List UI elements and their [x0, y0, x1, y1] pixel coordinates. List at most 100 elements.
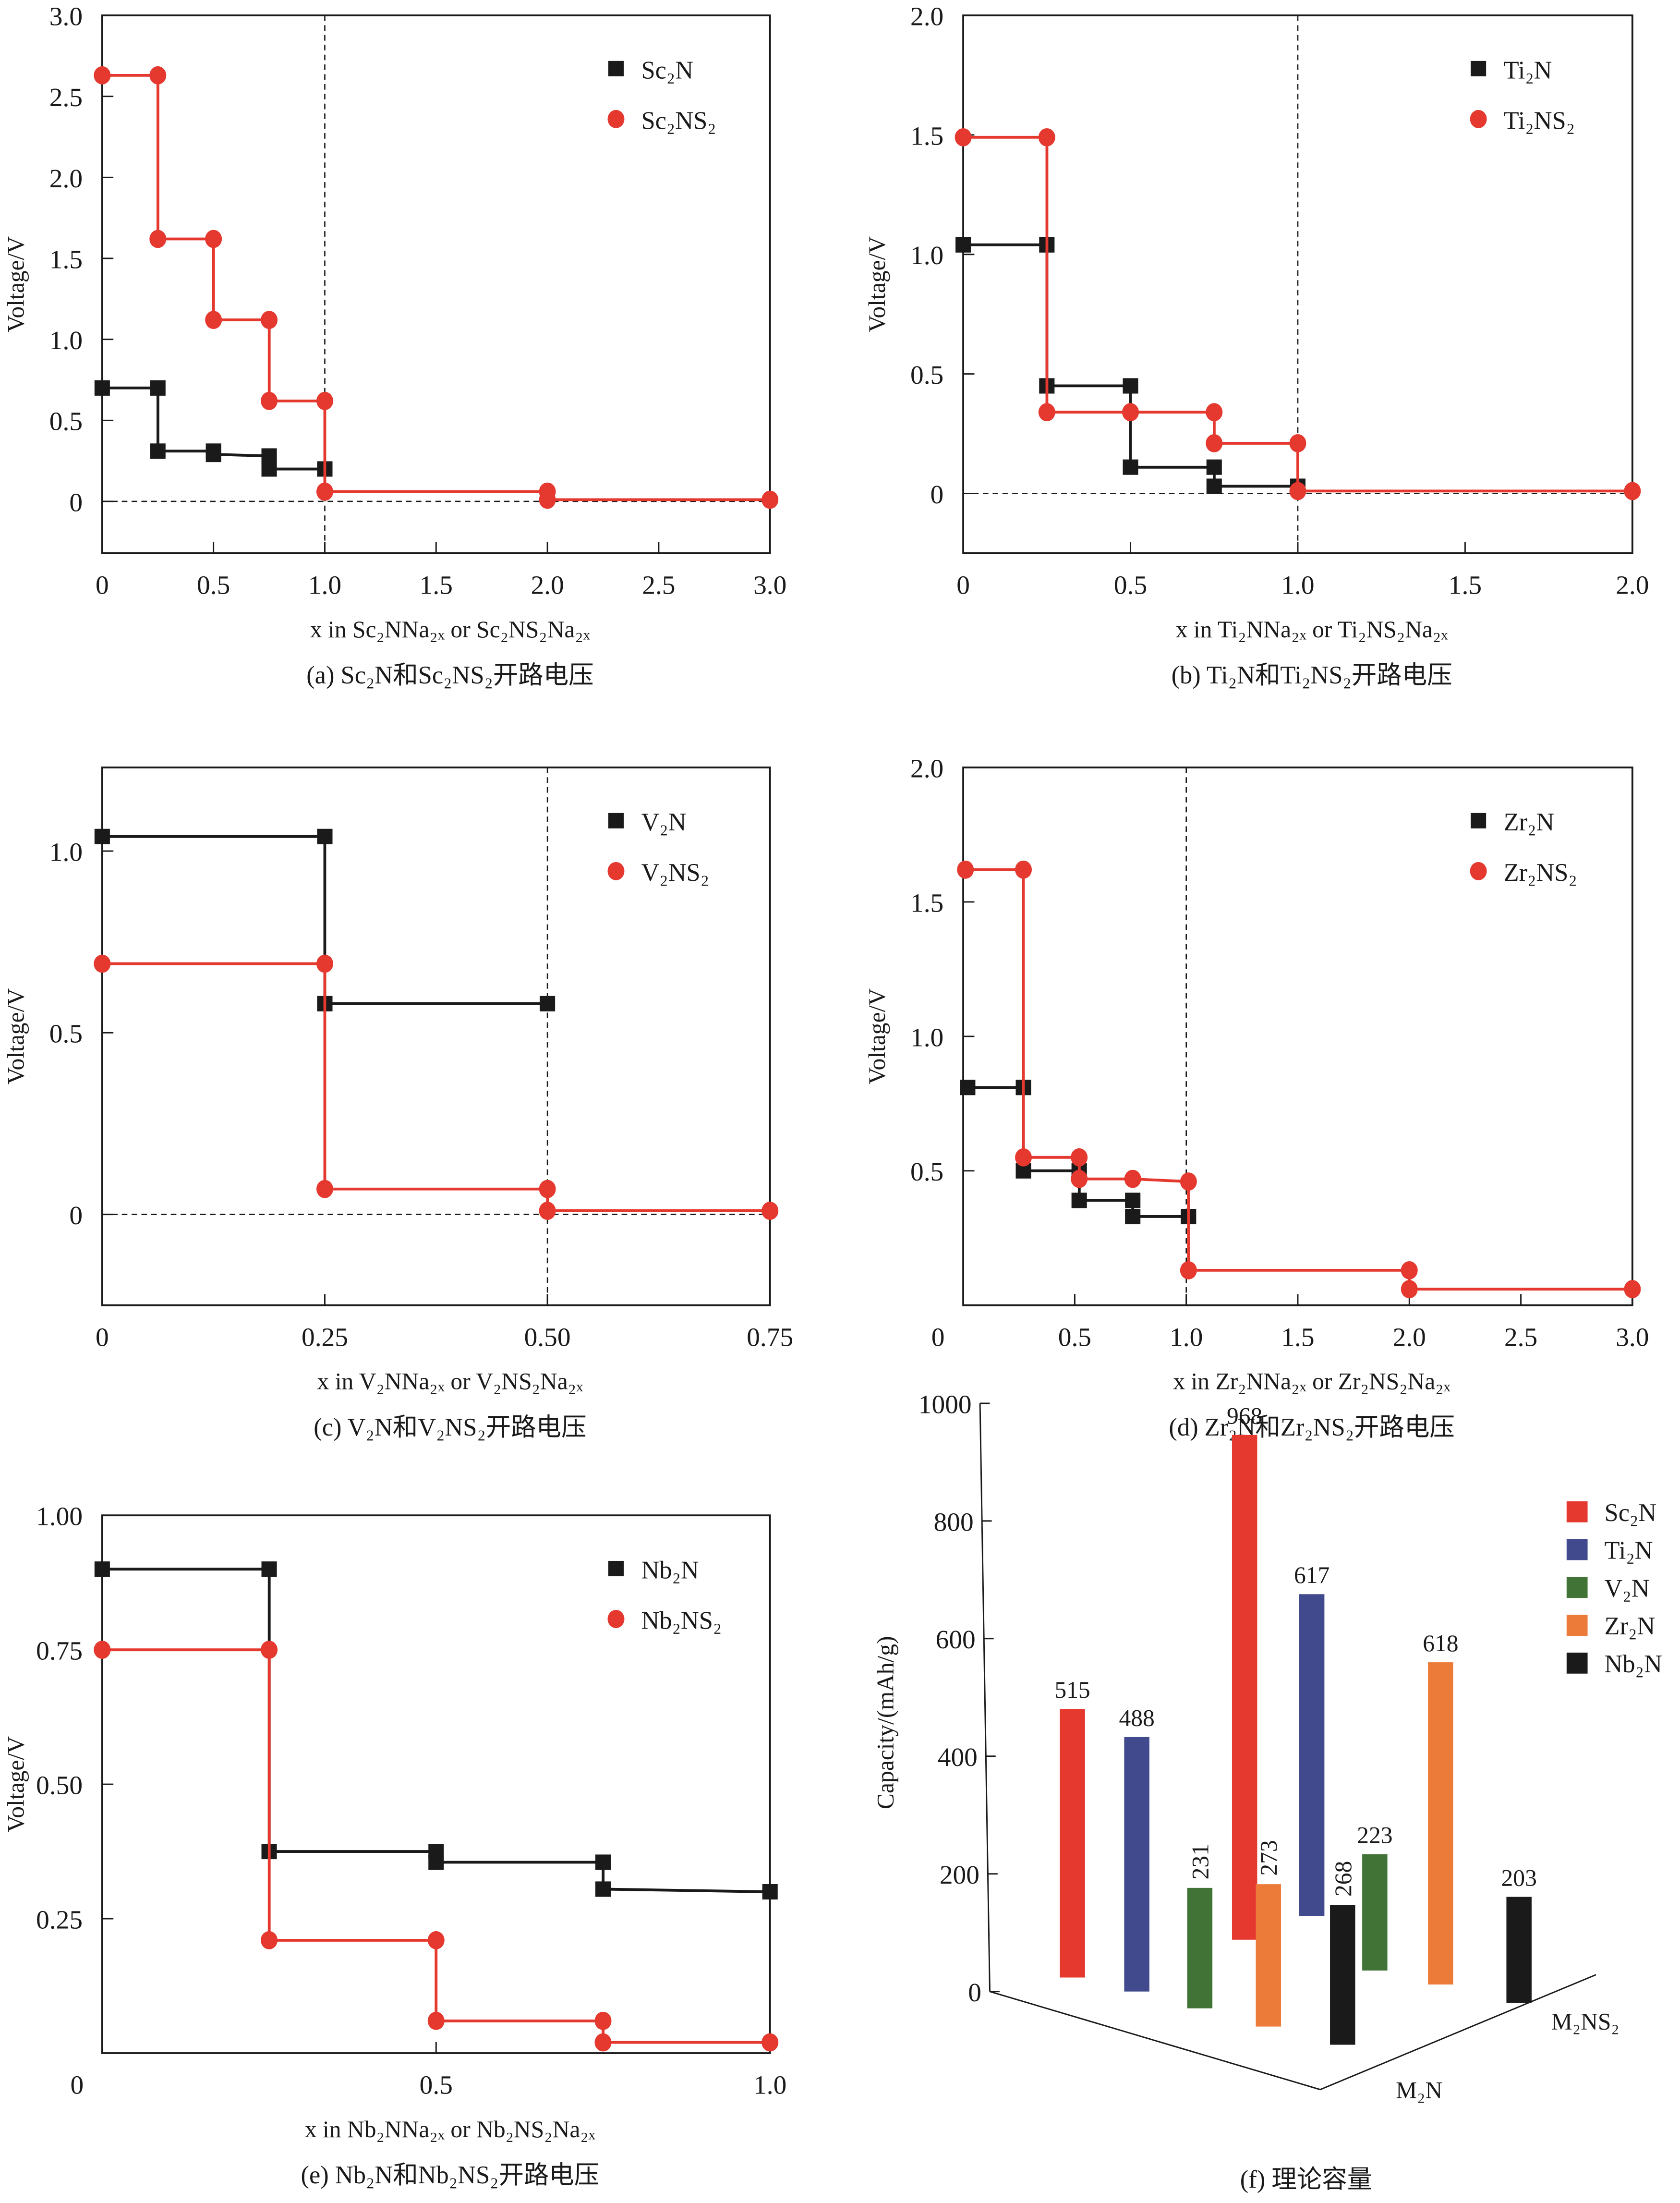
bar-value-label: 268 — [1330, 1861, 1356, 1897]
plot-frame — [101, 14, 771, 554]
data-point-square — [1123, 378, 1138, 394]
data-point-square — [955, 237, 971, 253]
data-point-square — [150, 443, 166, 459]
data-point-square — [960, 1080, 976, 1095]
data-point-circle — [1401, 1261, 1418, 1279]
x-tick-label: 0.50 — [524, 1322, 571, 1351]
data-point-square — [428, 1854, 444, 1870]
bar-MN-ZrN — [1256, 1884, 1281, 2027]
series-line-0 — [102, 835, 548, 1005]
data-point-circle — [1624, 482, 1641, 500]
data-point-circle — [539, 490, 556, 509]
x-tick-label: 2.0 — [531, 570, 564, 599]
x-tick-label: 2.5 — [1504, 1322, 1537, 1351]
legend-label: Nb₂N — [641, 1556, 699, 1584]
axis-label-m2n: M₂N — [1396, 2077, 1442, 2103]
legend-swatch — [1566, 1501, 1588, 1522]
y-axis-label: Capacity/(mAh/g) — [872, 1636, 898, 1809]
x-tick-label: 0.5 — [1114, 570, 1147, 599]
legend-label: V₂N — [641, 808, 686, 836]
plot-frame — [962, 767, 1633, 1306]
bar-value-label: 515 — [1054, 1677, 1090, 1703]
data-point-circle — [1289, 482, 1306, 500]
data-point-circle — [1015, 1148, 1032, 1167]
data-point-square — [261, 1561, 277, 1577]
data-point-square — [1206, 478, 1222, 494]
bar-MNS-NbN — [1506, 1897, 1532, 2003]
y-tick-label: 800 — [934, 1507, 974, 1536]
data-point-circle — [761, 490, 779, 509]
bar-value-label: 203 — [1501, 1864, 1537, 1891]
y-tick-label: 0.5 — [910, 1157, 943, 1186]
data-point-square — [1125, 1193, 1141, 1208]
legend-marker-circle — [607, 862, 625, 880]
x-tick-label: 3.0 — [1616, 1322, 1649, 1351]
legend-marker-square — [608, 1560, 624, 1577]
x-tick-label: 0 — [96, 570, 109, 599]
bar-MNS-VN — [1362, 1854, 1388, 1971]
legend-label: Zr₂N — [1605, 1612, 1656, 1640]
legend-marker-circle — [607, 1610, 625, 1628]
data-point-square — [595, 1881, 611, 1897]
data-point-circle — [261, 1931, 278, 1949]
x-axis-label: x in Sc₂NNa₂ₓ or Sc₂NS₂Na₂ₓ — [310, 616, 591, 643]
data-point-circle — [205, 311, 222, 329]
x-tick-label: 1.5 — [1281, 1322, 1314, 1351]
y-tick-label: 2.0 — [49, 164, 83, 193]
x-tick-label: 0 — [96, 1322, 109, 1351]
y-tick-label: 600 — [936, 1625, 976, 1654]
panel-d-chart: 0 0.5 1.0 1.5 2.0 2.5 3.0 0.5 1.0 1.5 2.0 x in Zr₂N… — [864, 754, 1649, 1441]
y-tick-label: 3.0 — [49, 1, 83, 31]
x-tick-label: 0.5 — [420, 2070, 453, 2100]
legend-marker-circle — [607, 110, 625, 128]
floor-axes — [990, 1974, 1596, 2091]
data-point-circle — [94, 954, 111, 973]
legend-marker-square — [608, 61, 624, 76]
data-point-circle — [316, 482, 333, 501]
data-point-square — [595, 1854, 611, 1870]
data-point-circle — [1122, 403, 1139, 422]
legend-marker-square — [1471, 61, 1487, 76]
y-tick-label: 0.50 — [36, 1771, 83, 1800]
legend-label: Nb₂NS₂ — [641, 1607, 722, 1634]
panel-c-chart: 0 0.25 0.50 0.75 0 0.5 1.0 x in V₂NNa₂ₓ or V₂NS… — [3, 767, 793, 1441]
y-axis-label: Voltage/V — [3, 988, 29, 1084]
x-tick-label: 0 — [931, 1322, 945, 1351]
y-tick-label: 0.5 — [49, 407, 83, 436]
y-tick-label: 200 — [940, 1860, 979, 1889]
panel-caption: (e) Nb₂N和Nb₂NS₂开路电压 — [301, 2161, 600, 2189]
data-point-square — [94, 1561, 110, 1577]
y-axis-label: Voltage/V — [3, 1736, 29, 1832]
data-point-circle — [1038, 403, 1055, 422]
data-point-circle — [1289, 434, 1306, 452]
legend-label: Sc₂NS₂ — [641, 107, 716, 134]
y-tick-label: 1.0 — [910, 1022, 943, 1052]
x-tick-label: 1.5 — [420, 570, 453, 599]
legend-swatch — [1566, 1539, 1588, 1560]
data-point-square — [762, 1884, 778, 1900]
panel-e-chart: 0 0.5 1.0 0.25 0.50 0.75 1.00 x in Nb₂NNa₂ₓ or … — [3, 1502, 787, 2190]
data-point-circle — [261, 1641, 278, 1659]
x-tick-label: 1.0 — [1170, 1322, 1203, 1351]
data-point-square — [1206, 459, 1222, 475]
bar-MN-ScN — [1060, 1709, 1085, 1978]
legend-label: Zr₂NS₂ — [1504, 859, 1577, 887]
x-tick-label: 2.0 — [1616, 570, 1649, 599]
x-axis-label: x in Ti₂NNa₂ₓ or Ti₂NS₂Na₂ₓ — [1176, 616, 1448, 643]
legend-label: Ti₂N — [1504, 56, 1552, 84]
panel-caption: (a) Sc₂N和Sc₂NS₂开路电压 — [306, 661, 593, 689]
bar-value-label: 273 — [1256, 1840, 1282, 1875]
bar-MNS-ScN — [1232, 1435, 1257, 1940]
legend-label: Sc₂N — [641, 56, 693, 84]
x-axis-label: x in Zr₂NNa₂ₓ or Zr₂NS₂Na₂ₓ — [1173, 1368, 1450, 1395]
data-point-square — [317, 828, 333, 844]
data-point-circle — [594, 2033, 612, 2052]
y-tick-label: 2.5 — [49, 83, 83, 112]
data-point-square — [261, 461, 277, 477]
series-line-1 — [102, 962, 770, 1212]
data-point-square — [1071, 1193, 1087, 1208]
data-point-circle — [1071, 1169, 1088, 1188]
legend-marker-square — [608, 813, 624, 828]
data-point-circle — [1206, 434, 1223, 452]
